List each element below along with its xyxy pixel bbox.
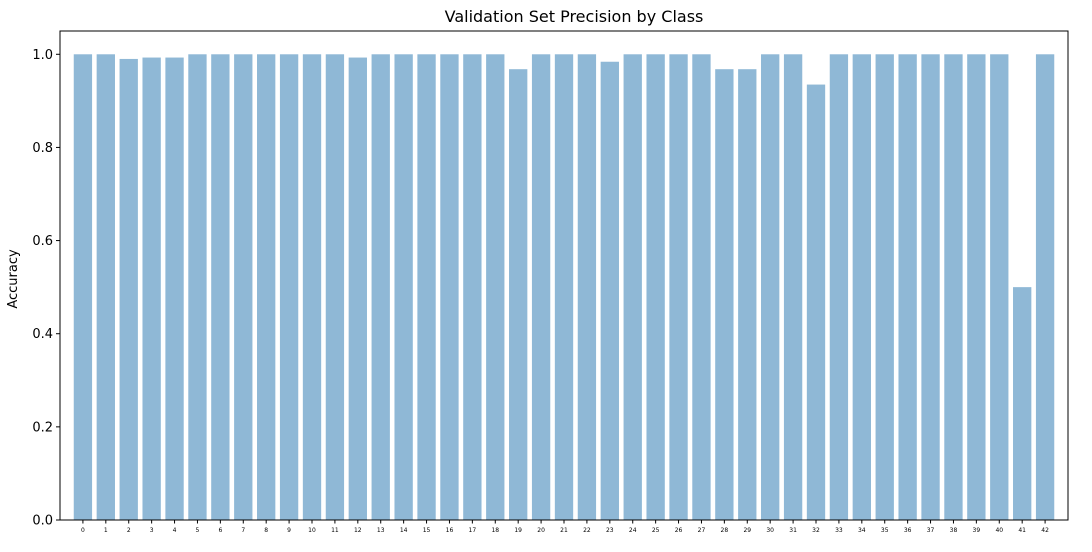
x-tick-label: 3 [150,527,154,534]
x-tick-label: 0 [81,527,85,534]
bar-class-14 [394,54,413,520]
bar-class-23 [600,61,619,521]
bar-class-4 [165,57,184,521]
bar-class-11 [325,54,345,520]
bar-class-2 [119,58,138,520]
bar-class-16 [440,54,459,520]
bar-class-19 [509,69,528,520]
x-tick-label: 28 [721,527,729,534]
y-tick-label: 1.0 [32,48,53,63]
x-tick-label: 15 [423,527,431,534]
y-tick-label: 0.4 [32,327,53,342]
x-tick-label: 25 [652,527,660,534]
bar-class-10 [302,54,322,520]
x-tick-label: 13 [377,527,385,534]
bar-class-3 [142,57,161,521]
y-axis-label: Accuracy [6,249,21,309]
bar-class-12 [348,57,367,521]
bar-class-39 [967,54,986,520]
bar-class-1 [96,54,115,520]
x-tick-label: 17 [469,527,477,534]
x-tick-label: 12 [354,527,362,534]
bar-class-36 [898,54,917,520]
bar-class-17 [463,54,482,520]
bar-class-6 [211,54,230,520]
x-tick-label: 20 [537,527,545,534]
x-tick-label: 4 [173,527,177,534]
x-tick-label: 34 [858,527,866,534]
y-tick-label: 0.8 [32,141,53,156]
x-tick-label: 18 [491,527,499,534]
bar-class-0 [73,54,93,520]
bar-class-25 [646,54,665,520]
bar-class-40 [990,54,1009,520]
x-tick-label: 33 [835,527,843,534]
x-tick-label: 26 [675,527,683,534]
x-tick-label: 8 [264,527,268,534]
bar-class-34 [852,54,871,520]
bar-class-32 [806,84,826,520]
x-tick-label: 24 [629,527,637,534]
bar-class-21 [554,54,574,520]
chart-title: Validation Set Precision by Class [445,7,704,26]
bar-class-29 [738,69,757,520]
x-tick-label: 2 [127,527,131,534]
bar-class-18 [486,54,505,520]
bar-class-7 [234,54,253,520]
x-tick-label: 5 [196,527,200,534]
bar-class-27 [692,54,711,520]
x-tick-label: 31 [789,527,797,534]
x-tick-label: 38 [950,527,958,534]
x-tick-label: 1 [104,527,108,534]
bars-layer [73,54,1055,521]
bar-class-35 [875,54,894,520]
x-tick-label: 16 [446,527,454,534]
x-tick-label: 14 [400,527,408,534]
x-tick-label: 37 [927,527,935,534]
x-tick-label: 42 [1041,527,1049,534]
x-tick-label: 40 [995,527,1003,534]
x-tick-label: 35 [881,527,889,534]
x-tick-label: 23 [606,527,614,534]
bar-class-8 [257,54,276,520]
bar-class-24 [623,54,642,520]
bar-class-20 [531,54,551,520]
y-tick-label: 0.6 [32,234,53,249]
bar-class-28 [715,69,734,520]
x-tick-label: 7 [241,527,245,534]
bar-class-38 [944,54,963,520]
x-tick-label: 29 [743,527,751,534]
bar-class-22 [577,54,597,520]
y-tick-label: 0.2 [32,420,53,435]
x-tick-label: 22 [583,527,591,534]
x-tick-label: 9 [287,527,291,534]
x-tick-label: 30 [766,527,774,534]
bar-class-37 [921,54,940,520]
x-tick-label: 36 [904,527,912,534]
bar-class-13 [371,54,390,520]
bar-class-15 [417,54,436,520]
x-tick-label: 11 [331,527,339,534]
x-tick-label: 27 [698,527,706,534]
bar-class-9 [279,54,299,520]
bar-class-30 [761,54,780,520]
y-ticks: 0.0 0.2 0.4 0.6 0.8 1.0 [32,48,60,529]
x-tick-label: 6 [218,527,222,534]
x-tick-label: 21 [560,527,568,534]
y-tick-label: 0.0 [32,514,53,529]
bar-class-26 [669,54,688,520]
x-tick-label: 41 [1018,527,1026,534]
bar-class-41 [1013,287,1032,520]
bar-class-42 [1035,54,1055,520]
x-tick-label: 39 [973,527,981,534]
x-tick-label: 10 [308,527,316,534]
bar-class-33 [829,54,849,520]
x-tick-label: 19 [514,527,522,534]
x-tick-label: 32 [812,527,820,534]
bar-class-31 [783,54,803,520]
x-ticks: 0 1 2 3 4 5 6 7 8 9 10 11 12 13 14 15 16 17 18 19 20 21 22 23 24… [81,520,1049,534]
bar-class-5 [188,54,207,520]
